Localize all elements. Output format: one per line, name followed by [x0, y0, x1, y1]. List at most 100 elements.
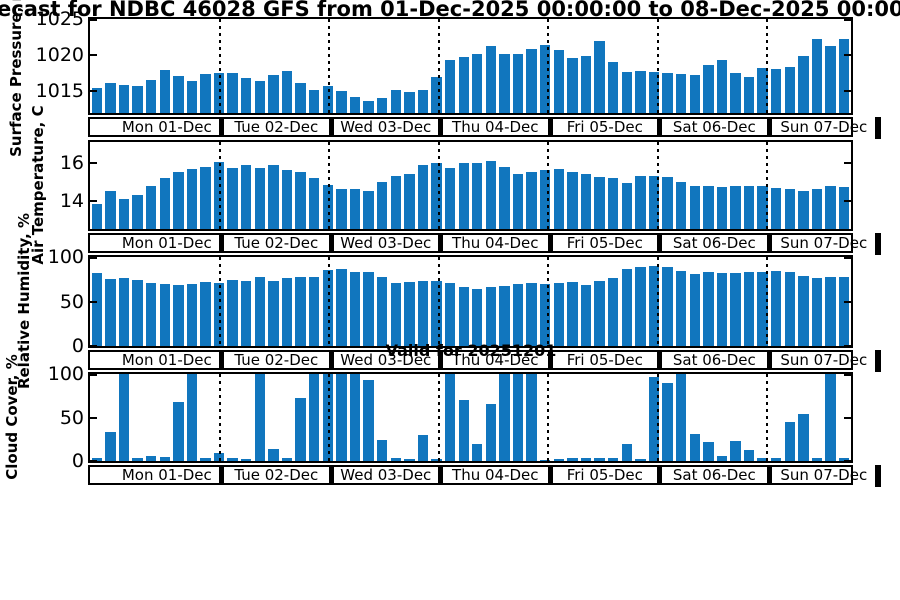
bar	[173, 284, 184, 346]
bar	[105, 279, 116, 346]
day-label: Fri 05-Dec	[566, 234, 643, 252]
bar	[118, 84, 130, 113]
bar	[771, 188, 782, 229]
bar	[200, 281, 211, 346]
bar	[268, 164, 279, 229]
bar	[771, 457, 782, 461]
bar	[811, 278, 823, 346]
bar	[227, 168, 238, 229]
day-boundary-dotted-line	[656, 257, 659, 346]
day-separator	[438, 466, 443, 484]
bar	[567, 281, 578, 346]
day-boundary-dotted-line	[218, 142, 221, 229]
bar	[485, 45, 497, 113]
bar	[607, 278, 619, 346]
bar	[662, 266, 673, 346]
day-boundary-dotted-line	[766, 257, 768, 346]
y-tick	[90, 19, 97, 21]
bar	[254, 168, 266, 229]
bar	[784, 189, 796, 229]
y-tick-label: 14	[59, 189, 84, 212]
bar	[417, 164, 429, 229]
bar	[159, 283, 170, 346]
next-day-separator-stub	[875, 465, 881, 487]
bar	[526, 48, 537, 113]
bar	[621, 71, 632, 113]
bar	[91, 87, 102, 113]
figure-title: Forecast for NDBC 46028 GFS from 01-Dec-…	[0, 0, 900, 21]
y-tick	[90, 416, 97, 419]
bar	[716, 187, 728, 229]
day-separator	[766, 118, 772, 136]
bar	[309, 177, 320, 229]
bar	[675, 374, 687, 461]
day-boundary-dotted-line	[328, 19, 330, 113]
bar	[526, 282, 537, 346]
bar	[512, 283, 524, 346]
day-separator	[547, 351, 553, 369]
bar	[757, 458, 768, 461]
bar	[227, 73, 238, 113]
bar	[499, 374, 510, 461]
day-label-row: Mon 01-Dec Tue 02-Dec Wed 03-Dec Thu 04-Dec…	[88, 350, 867, 370]
bar	[186, 81, 198, 113]
bar	[703, 65, 714, 113]
bar	[662, 72, 673, 113]
bar	[105, 432, 116, 461]
day-label: Wed 03-Dec	[340, 234, 432, 252]
bar	[648, 71, 660, 113]
day-separator	[547, 118, 553, 136]
day-separator	[657, 351, 662, 369]
day-separator	[219, 118, 224, 136]
bar	[159, 456, 170, 461]
day-separator	[328, 351, 334, 369]
bar	[431, 281, 442, 346]
bar	[254, 81, 266, 113]
bar	[594, 177, 605, 229]
bar	[118, 278, 130, 346]
bar	[322, 374, 333, 461]
day-boundary-dotted-line	[547, 19, 549, 113]
y-tick	[844, 345, 851, 347]
bar	[580, 457, 592, 461]
bar	[553, 50, 565, 113]
bar	[607, 457, 619, 461]
day-label: Tue 02-Dec	[234, 466, 319, 484]
day-separator	[328, 466, 334, 484]
bar	[743, 185, 755, 229]
next-day-separator-stub	[875, 233, 881, 255]
bar	[485, 403, 497, 461]
bar	[580, 55, 592, 113]
pressure-panel: 1015 1020 1025	[36, 9, 853, 115]
bar	[349, 97, 361, 113]
bar	[268, 281, 279, 346]
bar	[472, 162, 483, 229]
bar	[526, 374, 537, 461]
bar	[716, 60, 728, 113]
bar	[703, 185, 714, 229]
bar	[825, 277, 836, 346]
day-label: Sun 07-Dec	[780, 234, 868, 252]
bar	[607, 62, 619, 113]
bar	[594, 457, 605, 461]
bar	[118, 374, 130, 461]
y-tick	[90, 257, 97, 259]
bar	[376, 181, 388, 229]
y-tick	[90, 90, 97, 93]
bar	[716, 273, 728, 346]
y-tick-label: 1020	[35, 44, 84, 67]
bar	[540, 283, 551, 346]
bar	[159, 177, 170, 229]
bar	[675, 271, 687, 346]
bar	[376, 97, 388, 113]
bar	[757, 272, 768, 346]
pressure-axis-label: Surface Pressure, mb	[7, 0, 25, 157]
day-label: Sat 06-Dec	[672, 351, 756, 369]
bar	[363, 272, 374, 346]
bar	[757, 185, 768, 229]
y-tick-label: 50	[59, 290, 84, 313]
y-tick-label: 50	[59, 406, 84, 429]
bar	[349, 272, 361, 346]
bar	[322, 184, 333, 229]
